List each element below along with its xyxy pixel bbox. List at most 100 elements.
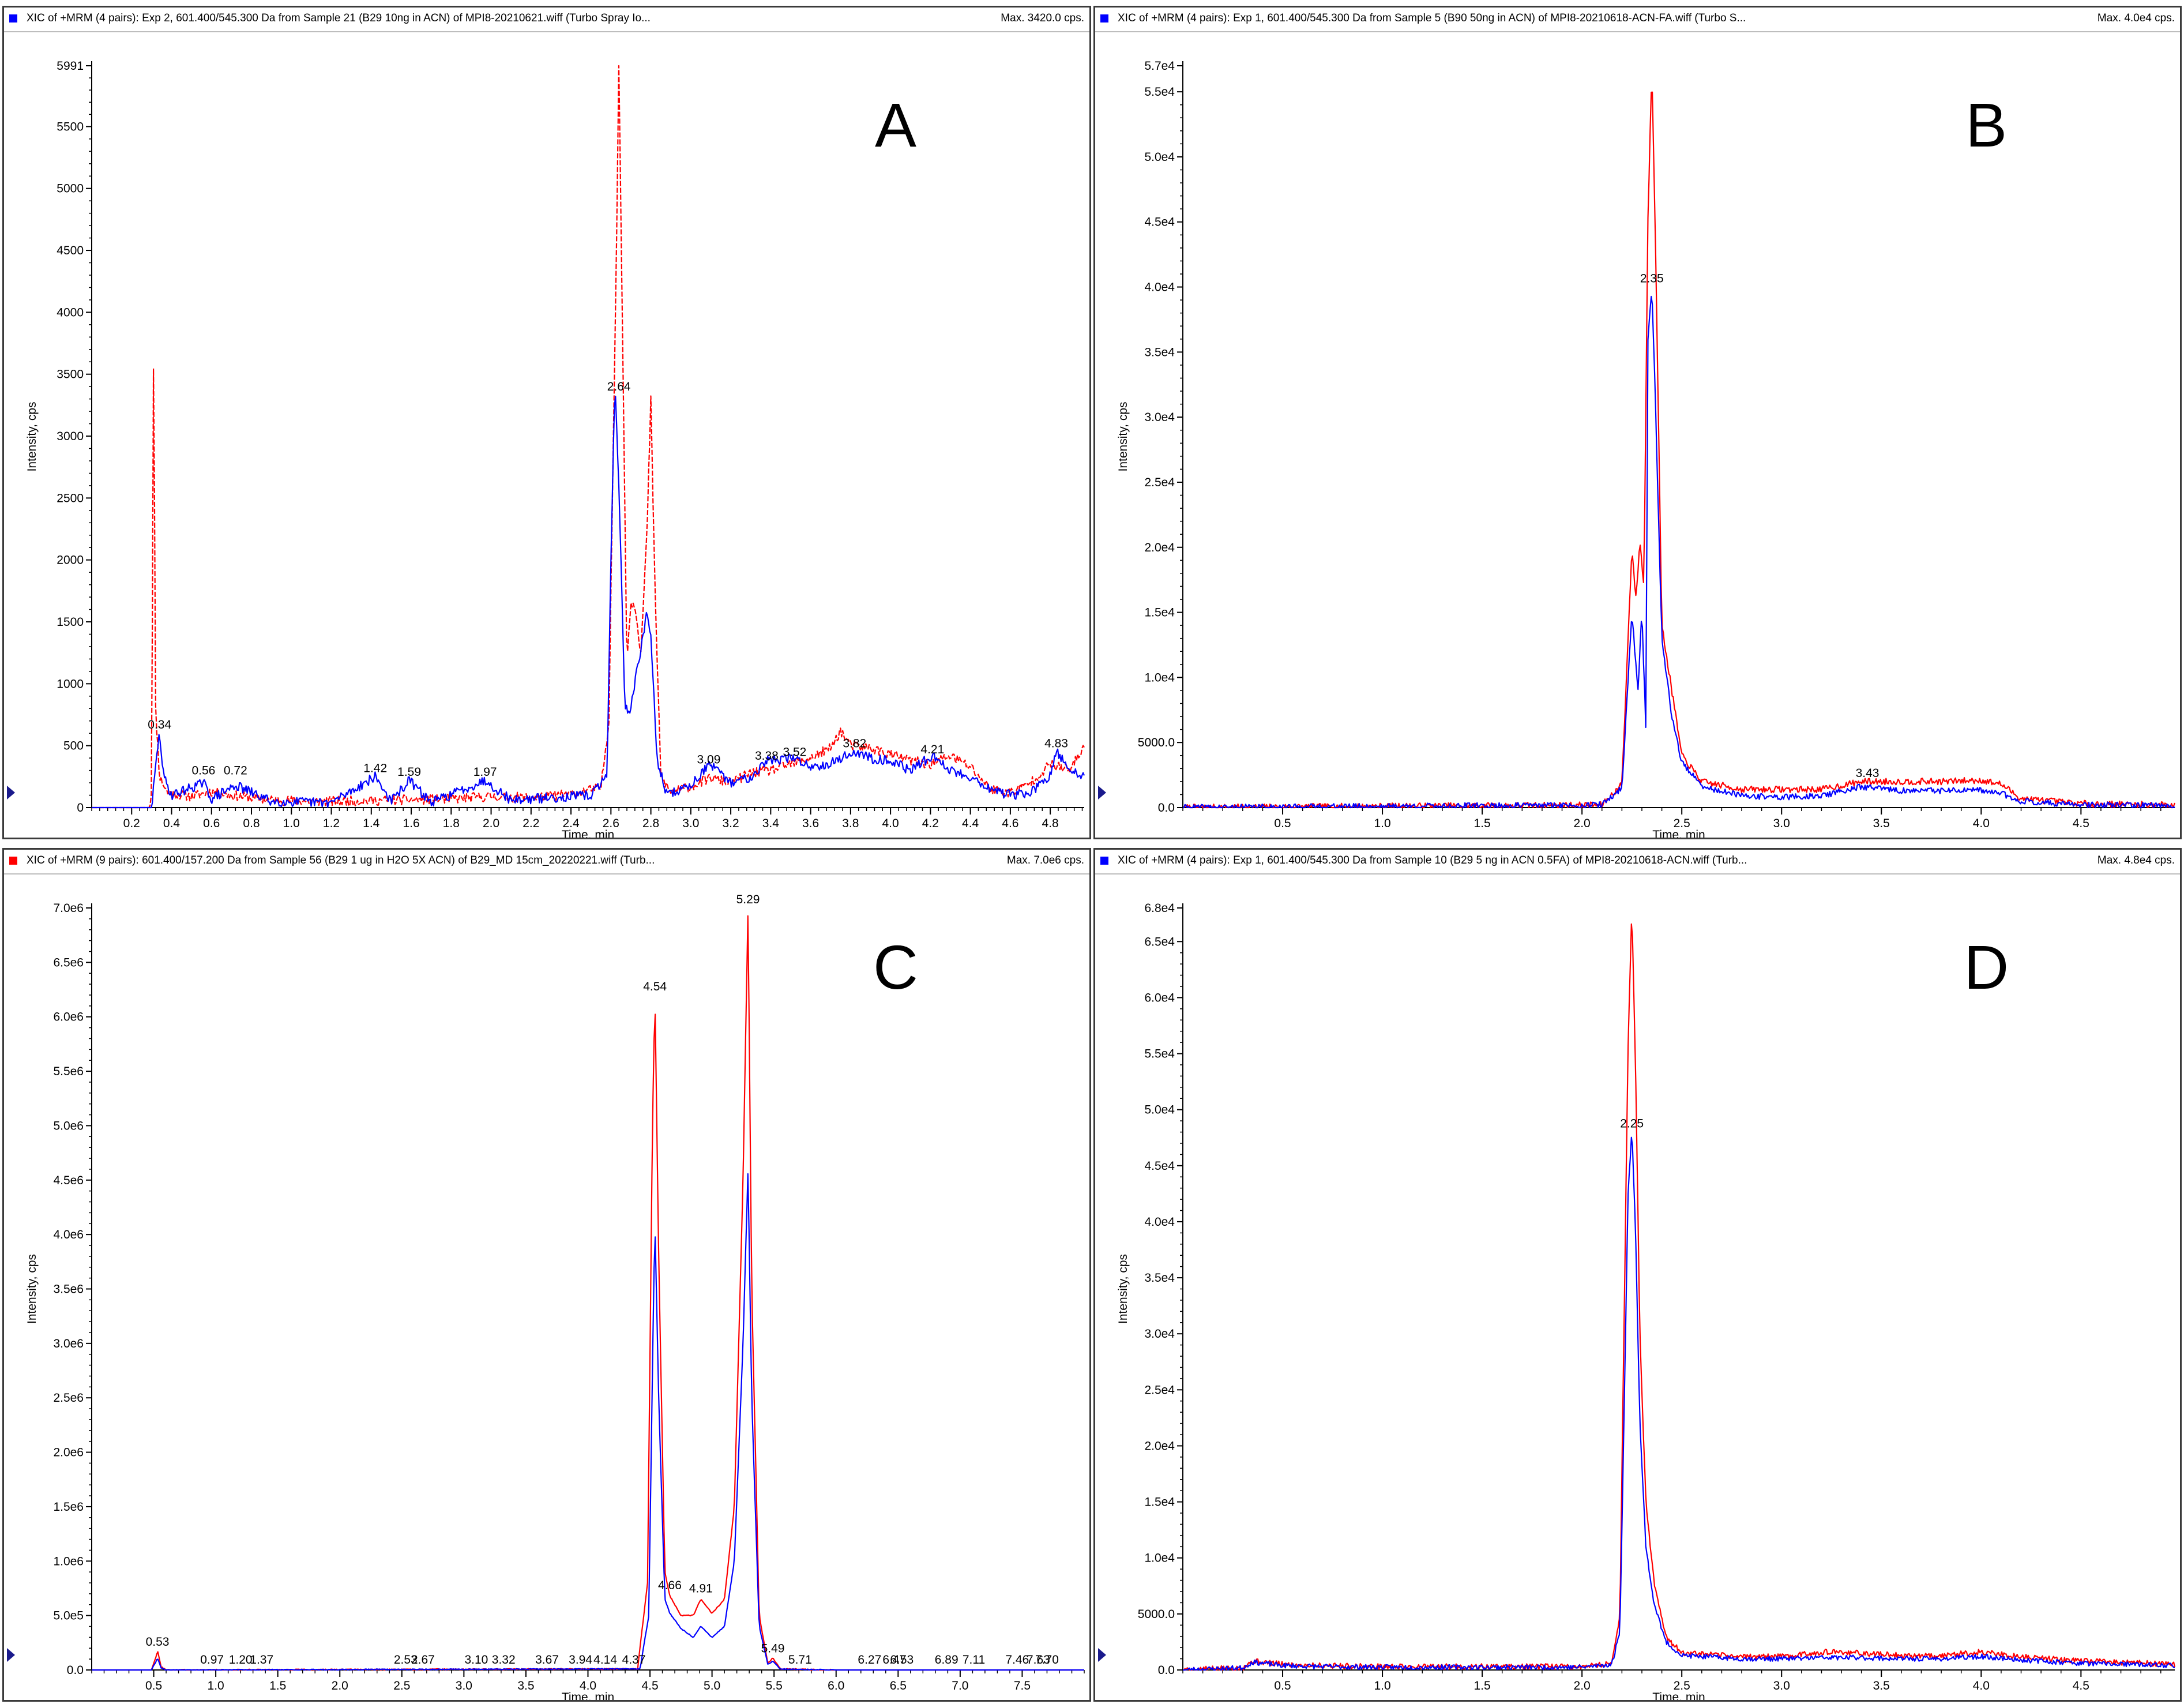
x-tick-label: 1.0 xyxy=(283,817,300,830)
x-tick-label: 3.0 xyxy=(456,1679,472,1692)
x-tick-label: 5.5 xyxy=(766,1679,783,1692)
x-tick-label: 1.8 xyxy=(443,817,460,830)
chromatogram-chart-b: 0.0 5000.0 1.0e4 1.5e4 2.0e4 2.5e4 3.0e4 3.5e4 4… xyxy=(1098,59,2176,839)
trace-series-1 xyxy=(92,915,1084,1671)
y-tick-label: 1.5e6 xyxy=(53,1500,84,1514)
x-tick-label: 3.8 xyxy=(842,817,859,830)
y-tick-label: 1500 xyxy=(57,615,84,629)
y-tick-label: 5.5e6 xyxy=(53,1065,84,1078)
x-axis-title: Time, min xyxy=(1652,828,1705,839)
x-tick-label: 2.8 xyxy=(642,817,659,830)
y-tick-label: 1.0e6 xyxy=(53,1555,84,1568)
y-tick-label: 3.0e4 xyxy=(1144,411,1175,424)
y-tick-label: 4.0e4 xyxy=(1144,1215,1175,1229)
x-axis-title: Time, min xyxy=(562,828,614,839)
y-tick-label: 2000 xyxy=(57,554,84,567)
y-tick-label: 1.0e4 xyxy=(1144,1552,1175,1565)
x-tick-label: 2.2 xyxy=(522,817,539,830)
trace-color-swatch xyxy=(1100,857,1108,865)
peak-label: 5.29 xyxy=(736,893,760,906)
x-tick-label: 4.5 xyxy=(2073,817,2089,830)
x-tick-label: 2.5 xyxy=(1674,1679,1690,1692)
panel-header: XIC of +MRM (9 pairs): 601.400/157.200 D… xyxy=(2,848,1091,874)
y-tick-label: 1.5e4 xyxy=(1144,606,1175,620)
peak-label: 4.83 xyxy=(1044,737,1068,750)
peak-label: 1.97 xyxy=(473,765,497,779)
y-tick-label: 6.8e4 xyxy=(1144,902,1175,915)
peak-label: 2.25 xyxy=(1620,1117,1644,1131)
y-tick-label: 5500 xyxy=(57,120,84,133)
y-tick-label: 6.5e4 xyxy=(1144,935,1175,948)
y-tick-label: 5.0e4 xyxy=(1144,1104,1175,1117)
x-tick-label: 1.2 xyxy=(323,817,340,830)
y-tick-label: 1000 xyxy=(57,677,84,690)
peak-label: 6.27 xyxy=(858,1653,881,1667)
x-tick-label: 4.5 xyxy=(2073,1679,2089,1692)
x-tick-label: 3.5 xyxy=(1873,817,1890,830)
y-tick-label: 5000.0 xyxy=(1138,736,1175,749)
baseline-marker-icon xyxy=(1098,786,1106,800)
panel-d: XIC of +MRM (4 pairs): Exp 1, 601.400/54… xyxy=(1093,848,2182,1702)
x-tick-label: 4.6 xyxy=(1002,817,1018,830)
y-tick-label: 0.0 xyxy=(1158,801,1175,815)
x-tick-label: 4.0 xyxy=(882,817,899,830)
y-tick-label: 2500 xyxy=(57,491,84,505)
peak-label: 1.42 xyxy=(363,761,387,775)
trace-series-2 xyxy=(92,395,1085,809)
baseline-marker-icon xyxy=(7,786,15,800)
y-tick-label: 6.0e4 xyxy=(1144,991,1175,1004)
peak-label: 4.54 xyxy=(643,980,667,993)
y-tick-label: 5.5e4 xyxy=(1144,85,1175,99)
x-tick-label: 4.2 xyxy=(922,817,939,830)
y-tick-label: 0.0 xyxy=(67,1664,84,1677)
peak-label: 2.67 xyxy=(411,1653,435,1667)
chromatogram-chart-c: 0.0 5.0e5 1.0e6 1.5e6 2.0e6 2.5e6 3.0e6 3.5e6 4.… xyxy=(7,893,1085,1702)
peak-label: 2.64 xyxy=(607,380,631,393)
peak-label: 4.91 xyxy=(689,1582,713,1596)
panel-header: XIC of +MRM (4 pairs): Exp 2, 601.400/54… xyxy=(2,6,1091,32)
y-axis-title: Intensity, cps xyxy=(1117,1254,1130,1324)
x-tick-label: 1.6 xyxy=(403,817,419,830)
y-tick-label: 5000.0 xyxy=(1138,1608,1175,1621)
header-max-intensity: Max. 3420.0 cps. xyxy=(1001,12,1084,24)
baseline-marker-icon xyxy=(1098,1648,1106,1662)
y-tick-label: 4000 xyxy=(57,306,84,319)
peak-label: 4.14 xyxy=(593,1653,617,1667)
y-tick-label: 4.0e6 xyxy=(53,1228,84,1241)
y-tick-label: 5.0e4 xyxy=(1144,151,1175,164)
x-tick-label: 2.5 xyxy=(393,1679,410,1692)
x-tick-label: 3.0 xyxy=(1773,1679,1790,1692)
peak-label: 1.59 xyxy=(397,765,421,779)
x-tick-label: 2.5 xyxy=(1674,817,1690,830)
trace-series-1 xyxy=(1183,923,2176,1671)
peak-label: 0.72 xyxy=(224,764,247,778)
y-tick-label: 3500 xyxy=(57,368,84,381)
peak-label: 3.94 xyxy=(569,1653,592,1667)
header-title: XIC of +MRM (9 pairs): 601.400/157.200 D… xyxy=(27,854,655,866)
x-tick-label: 3.5 xyxy=(1873,1679,1890,1692)
x-tick-label: 0.5 xyxy=(145,1679,162,1692)
x-tick-label: 2.0 xyxy=(1574,1679,1591,1692)
peak-label: 4.66 xyxy=(658,1579,682,1592)
y-tick-label: 5.0e6 xyxy=(53,1119,84,1132)
trace-color-swatch xyxy=(9,857,17,865)
y-tick-label: 3.5e6 xyxy=(53,1283,84,1296)
x-tick-label: 5.0 xyxy=(704,1679,720,1692)
trace-series-1 xyxy=(1183,91,2176,809)
peak-label: 6.53 xyxy=(890,1653,914,1667)
x-tick-label: 1.0 xyxy=(1374,1679,1390,1692)
y-axis-title: Intensity, cps xyxy=(1117,402,1130,472)
x-tick-label: 1.5 xyxy=(1474,817,1491,830)
y-tick-label: 3.5e4 xyxy=(1144,1271,1175,1285)
header-max-intensity: Max. 4.0e4 cps. xyxy=(2097,12,2175,24)
trace-series-2 xyxy=(1183,1136,2175,1671)
trace-series-2 xyxy=(1183,295,2175,809)
x-tick-label: 2.0 xyxy=(1574,817,1591,830)
x-tick-label: 1.0 xyxy=(1374,817,1390,830)
panel-a: XIC of +MRM (4 pairs): Exp 2, 601.400/54… xyxy=(2,6,1091,839)
x-tick-label: 3.6 xyxy=(802,817,819,830)
y-tick-label: 2.0e4 xyxy=(1144,541,1175,554)
panel-letter: C xyxy=(873,932,918,1002)
x-tick-label: 7.5 xyxy=(1014,1679,1031,1692)
panel-b: XIC of +MRM (4 pairs): Exp 1, 601.400/54… xyxy=(1093,6,2182,839)
